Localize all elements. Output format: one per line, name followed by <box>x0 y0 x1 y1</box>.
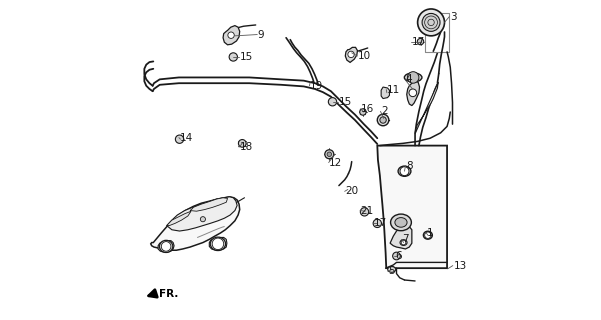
Circle shape <box>348 51 354 58</box>
Circle shape <box>239 140 246 147</box>
Text: 3: 3 <box>450 12 457 22</box>
Text: 15: 15 <box>339 97 352 107</box>
Text: 7: 7 <box>402 234 409 244</box>
Text: 2: 2 <box>381 106 388 116</box>
Circle shape <box>407 72 419 83</box>
Polygon shape <box>151 197 240 250</box>
Text: 10: 10 <box>358 51 371 61</box>
Circle shape <box>361 208 368 216</box>
Text: 14: 14 <box>180 132 193 143</box>
Polygon shape <box>223 26 240 45</box>
Circle shape <box>418 9 445 36</box>
Ellipse shape <box>159 240 173 252</box>
Polygon shape <box>190 198 228 211</box>
Ellipse shape <box>398 166 411 176</box>
Circle shape <box>200 217 206 222</box>
Text: 17: 17 <box>412 36 425 47</box>
Circle shape <box>228 32 234 38</box>
Text: 8: 8 <box>406 161 413 171</box>
Polygon shape <box>346 47 358 62</box>
Text: 11: 11 <box>387 84 400 95</box>
Circle shape <box>175 135 184 143</box>
Text: 17: 17 <box>373 218 386 228</box>
Polygon shape <box>407 80 419 106</box>
Circle shape <box>360 109 366 115</box>
Ellipse shape <box>404 73 422 82</box>
Circle shape <box>425 232 431 238</box>
Circle shape <box>422 13 440 31</box>
Text: 21: 21 <box>361 205 374 216</box>
Circle shape <box>212 238 224 250</box>
Text: 1: 1 <box>427 228 433 238</box>
Circle shape <box>409 89 416 97</box>
Circle shape <box>328 98 337 106</box>
Text: 18: 18 <box>240 142 253 152</box>
Ellipse shape <box>395 218 407 227</box>
Polygon shape <box>390 226 412 249</box>
Polygon shape <box>209 237 227 250</box>
Circle shape <box>325 150 334 159</box>
Circle shape <box>373 219 382 228</box>
Ellipse shape <box>391 214 411 231</box>
Text: 13: 13 <box>454 260 467 271</box>
Circle shape <box>380 117 386 123</box>
Text: 15: 15 <box>240 52 253 62</box>
Polygon shape <box>158 241 174 252</box>
Polygon shape <box>166 197 237 231</box>
Circle shape <box>417 38 424 45</box>
Ellipse shape <box>388 267 395 272</box>
Text: 16: 16 <box>361 104 374 114</box>
Circle shape <box>327 152 332 156</box>
Circle shape <box>161 242 171 251</box>
Text: 6: 6 <box>395 251 401 261</box>
Text: 4: 4 <box>406 74 412 84</box>
Polygon shape <box>415 83 438 134</box>
Text: 12: 12 <box>329 157 343 168</box>
Ellipse shape <box>210 237 225 251</box>
Text: 5: 5 <box>388 266 395 276</box>
Polygon shape <box>166 211 191 226</box>
Ellipse shape <box>423 231 432 239</box>
Text: 19: 19 <box>310 81 323 91</box>
Circle shape <box>229 53 237 61</box>
Circle shape <box>400 167 409 176</box>
Text: 9: 9 <box>257 29 264 40</box>
Text: 20: 20 <box>346 186 358 196</box>
Ellipse shape <box>400 240 407 245</box>
Circle shape <box>392 252 400 260</box>
Circle shape <box>401 240 406 245</box>
Polygon shape <box>381 87 389 99</box>
Polygon shape <box>377 146 447 268</box>
Text: FR.: FR. <box>159 289 178 300</box>
Circle shape <box>377 114 389 126</box>
